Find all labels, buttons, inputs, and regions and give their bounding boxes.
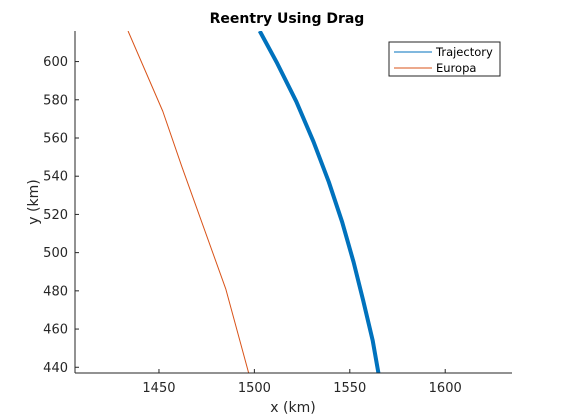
series-layer [127, 31, 381, 373]
y-tick-label: 480 [43, 284, 68, 299]
legend-label-trajectory: Trajectory [435, 45, 493, 59]
chart-title: Reentry Using Drag [210, 11, 365, 27]
x-tick-label: 1500 [238, 381, 271, 396]
x-ticks: 1450 1500 1550 1600 [142, 369, 462, 396]
plot-area [75, 31, 512, 373]
y-tick-label: 520 [43, 208, 68, 223]
y-tick-label: 500 [43, 246, 68, 261]
x-tick-label: 1550 [333, 381, 366, 396]
y-ticks: 440 460 480 500 520 540 560 580 600 [43, 55, 79, 376]
y-tick-label: 580 [43, 93, 68, 108]
series-line-europa [127, 31, 250, 373]
x-axis-label: x (km) [270, 400, 315, 416]
y-axis-label: y (km) [26, 179, 42, 224]
series-line-trajectory [257, 31, 381, 373]
legend[interactable]: Trajectory Europa [388, 41, 501, 77]
y-tick-label: 440 [43, 361, 68, 376]
y-tick-label: 560 [43, 131, 68, 146]
x-tick-label: 1450 [142, 381, 175, 396]
legend-box [388, 41, 501, 77]
y-tick-label: 600 [43, 55, 68, 70]
x-tick-label: 1600 [429, 381, 462, 396]
y-tick-label: 540 [43, 170, 68, 185]
y-tick-label: 460 [43, 323, 68, 338]
legend-label-europa: Europa [436, 61, 476, 75]
